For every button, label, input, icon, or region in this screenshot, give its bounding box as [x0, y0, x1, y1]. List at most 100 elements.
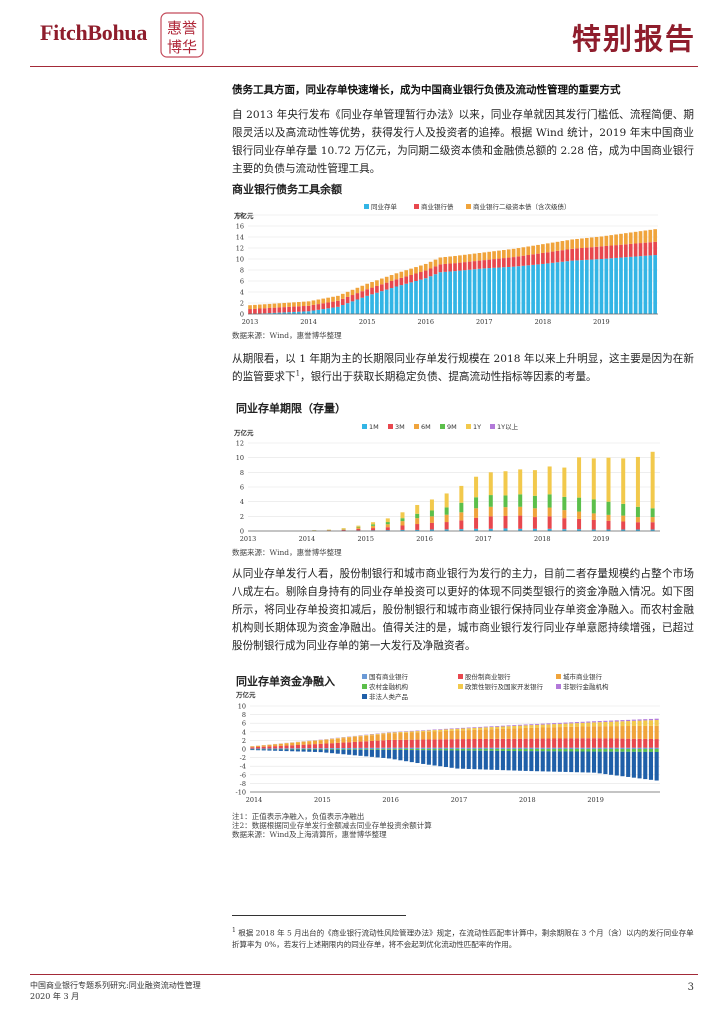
y-tick-label: 12 [236, 245, 244, 253]
bar-segment [589, 259, 594, 314]
bar-segment [453, 263, 457, 272]
chart3-source: 数据来源：Wind及上海清算所，惠誉博华整理 [232, 830, 387, 839]
bar-segment [449, 728, 454, 730]
legend-swatch [490, 424, 495, 429]
bar-segment [443, 750, 449, 768]
bar-segment [432, 729, 437, 731]
bar-segment [371, 525, 376, 529]
legend-label: 9M [447, 423, 457, 431]
bar-segment [267, 746, 272, 749]
bar-segment [360, 297, 365, 314]
bar-segment [619, 257, 623, 314]
bar-segment [301, 301, 306, 307]
bar-segment [497, 250, 501, 259]
bar-segment [518, 494, 523, 507]
bar-segment [248, 309, 252, 314]
chart3-title: 同业存单资金净融入 [236, 675, 335, 688]
bar-segment [483, 726, 488, 728]
bar-segment [577, 497, 582, 512]
bar-segment [648, 751, 654, 780]
bar-segment [421, 750, 426, 764]
bar-segment [386, 749, 392, 750]
bar-segment [278, 745, 283, 749]
bar-segment [365, 289, 369, 296]
bar-segment [364, 741, 369, 748]
x-tick-label: 2017 [475, 535, 492, 543]
bar-segment [503, 528, 508, 531]
bar-segment [360, 291, 365, 298]
bar-segment [574, 726, 579, 739]
bar-segment [586, 721, 591, 723]
bar-segment [375, 747, 380, 749]
bar-segment [574, 723, 579, 727]
bar-segment [297, 311, 301, 314]
bar-segment [575, 260, 579, 314]
x-tick-label: 2015 [359, 318, 376, 326]
bar-segment [381, 749, 386, 750]
bar-segment [459, 529, 464, 531]
bar-segment [369, 734, 374, 736]
bar-segment [487, 268, 492, 314]
bar-segment [535, 747, 540, 749]
bar-segment [415, 731, 420, 733]
bar-segment [394, 273, 399, 280]
bar-segment [552, 751, 557, 772]
x-tick-label: 2018 [535, 318, 552, 326]
bar-segment [253, 304, 257, 309]
bar-segment [512, 728, 517, 739]
bar-segment [621, 503, 626, 516]
bar-segment [489, 727, 494, 730]
bar-segment [428, 261, 433, 269]
bar-segment [284, 749, 289, 752]
bar-segment [541, 252, 545, 264]
bar-segment [591, 458, 596, 500]
bar-segment [609, 258, 614, 314]
bar-segment [443, 728, 449, 730]
bar-segment [518, 506, 523, 516]
bar-segment [449, 729, 454, 731]
bar-segment [282, 312, 287, 314]
bar-segment [562, 467, 567, 497]
bar-segment [394, 279, 399, 287]
bar-segment [586, 747, 591, 749]
bar-segment [340, 305, 345, 314]
bar-segment [438, 747, 443, 749]
bar-segment [620, 721, 625, 727]
bar-segment [432, 739, 437, 748]
bar-segment [398, 749, 403, 750]
bar-segment [614, 721, 619, 727]
bar-segment [290, 749, 295, 752]
bar-segment [267, 307, 272, 314]
bar-segment [448, 271, 452, 314]
footnote-ref[interactable]: 1 [295, 369, 301, 378]
bar-segment [609, 751, 614, 775]
bar-segment [267, 303, 272, 308]
legend-swatch [466, 424, 471, 429]
bar-segment [257, 308, 262, 314]
bar-segment [606, 514, 611, 521]
bar-segment [512, 725, 517, 726]
bar-segment [472, 747, 477, 749]
footnote-text: 根据 2018 年 5 月出台的《商业银行流动性风险管理办法》规定，在流动性匹配… [232, 928, 694, 949]
bar-segment [547, 466, 552, 495]
bar-segment [282, 307, 287, 313]
bar-segment [398, 733, 403, 740]
bar-segment [394, 286, 399, 314]
bar-segment [321, 309, 326, 314]
page-header: FitchBohua 惠誉 博华 特别报告 [0, 0, 724, 70]
bar-segment [492, 259, 496, 268]
bar-segment [386, 739, 392, 748]
bar-segment [614, 726, 619, 739]
bar-segment [620, 738, 625, 748]
bar-segment [535, 727, 540, 739]
bar-segment [347, 737, 352, 743]
bar-segment [432, 750, 437, 766]
bar-segment [355, 299, 360, 314]
bar-segment [569, 726, 574, 739]
x-tick-label: 2014 [300, 318, 317, 326]
bar-segment [650, 517, 655, 523]
bar-segment [385, 522, 390, 525]
bar-segment [444, 529, 449, 531]
bar-segment [326, 297, 330, 303]
bar-segment [449, 749, 454, 751]
